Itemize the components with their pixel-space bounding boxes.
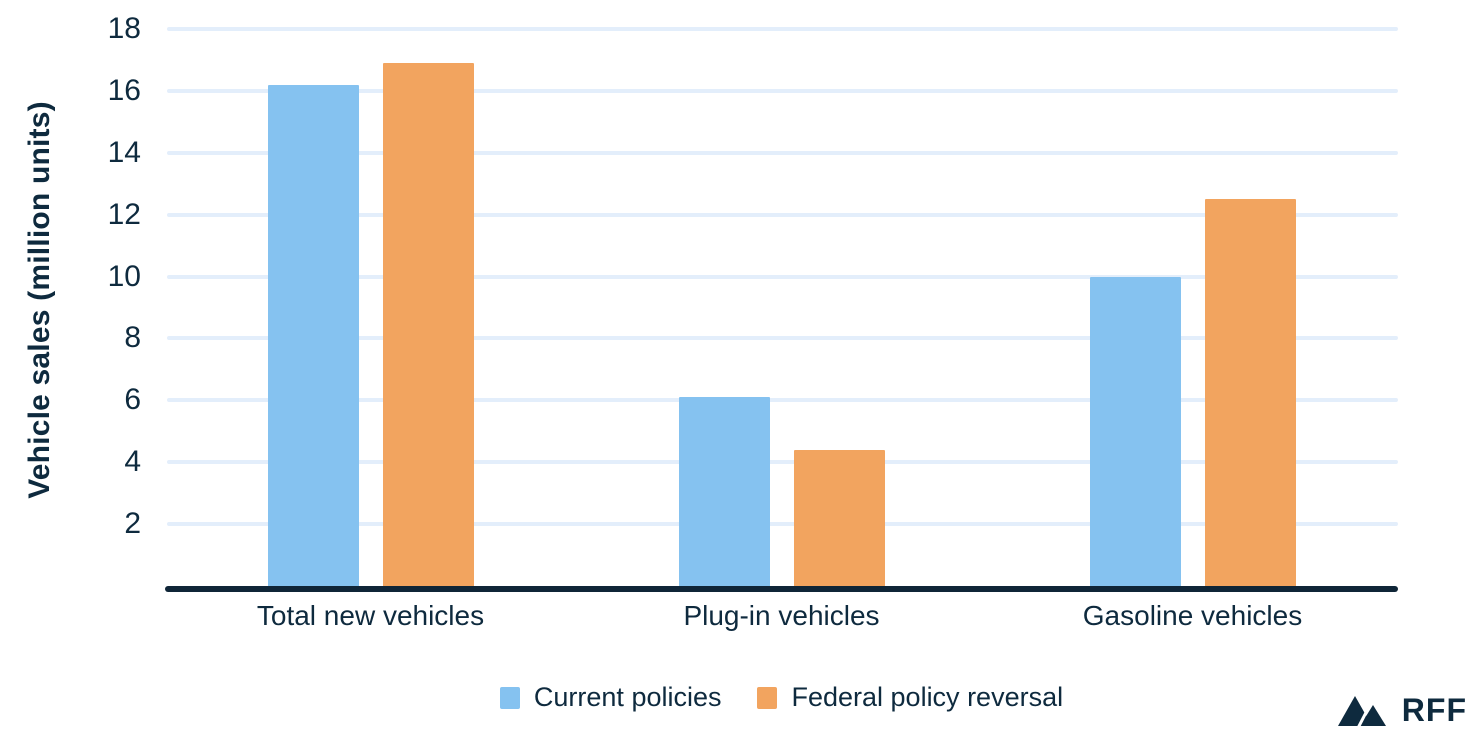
gridline [167, 460, 1398, 465]
gridline [167, 522, 1398, 527]
bar-current-policies-total-new-vehicles [267, 84, 359, 586]
bar-federal-policy-reversal-total-new-vehicles [382, 63, 474, 586]
legend-label: Federal policy reversal [791, 682, 1064, 712]
logo-text: RFF [1401, 692, 1467, 728]
gridline [167, 150, 1398, 155]
gridline [167, 88, 1398, 93]
x-axis-labels: Total new vehicles Plug-in vehicles Gasoli… [165, 598, 1398, 634]
bar-federal-policy-reversal-plug-in-vehicles [793, 449, 885, 586]
gridline [167, 274, 1398, 279]
legend-item-current-policies: Current policies [499, 682, 722, 713]
rff-logo: RFF [1337, 690, 1467, 730]
y-tick-label: 2 [124, 507, 141, 541]
gridline [167, 336, 1398, 341]
legend: Current policies Federal policy reversal [165, 682, 1398, 713]
bar-current-policies-plug-in-vehicles [678, 397, 770, 586]
bar-group-plug-in-vehicles [576, 397, 987, 586]
bars [165, 29, 1398, 586]
legend-swatch-icon [499, 686, 520, 709]
y-tick-label: 16 [107, 73, 141, 107]
plot-area [165, 27, 1398, 586]
gridline [167, 398, 1398, 403]
bar-federal-policy-reversal-gasoline-vehicles [1204, 199, 1296, 586]
y-tick-label: 6 [124, 383, 141, 417]
y-tick-label: 14 [107, 135, 141, 169]
y-tick-label: 8 [124, 321, 141, 355]
gridlines [165, 27, 1398, 586]
legend-item-federal-policy-reversal: Federal policy reversal [757, 682, 1063, 713]
x-category-label-total-new-vehicles: Total new vehicles [256, 600, 485, 631]
y-axis-tick-labels: 2 4 6 8 10 12 14 16 18 [0, 14, 141, 586]
legend-swatch-icon [757, 686, 778, 709]
legend-label: Current policies [533, 682, 722, 712]
bar-group-gasoline-vehicles [987, 199, 1398, 586]
bar-group-total-new-vehicles [165, 63, 576, 586]
bar-current-policies-gasoline-vehicles [1089, 276, 1181, 586]
gridline [167, 212, 1398, 217]
y-tick-label: 4 [124, 445, 141, 479]
y-tick-label: 10 [107, 259, 141, 293]
y-tick-label: 12 [107, 197, 141, 231]
x-category-label-gasoline-vehicles: Gasoline vehicles [1082, 600, 1303, 631]
mountains-icon [1337, 695, 1386, 726]
y-tick-label: 18 [107, 12, 141, 45]
x-axis-line [165, 586, 1398, 592]
gridline [167, 27, 1398, 31]
x-category-label-plug-in-vehicles: Plug-in vehicles [683, 600, 880, 631]
